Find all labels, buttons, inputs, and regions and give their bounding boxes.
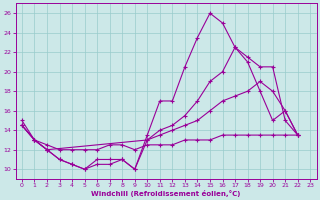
- X-axis label: Windchill (Refroidissement éolien,°C): Windchill (Refroidissement éolien,°C): [92, 190, 241, 197]
